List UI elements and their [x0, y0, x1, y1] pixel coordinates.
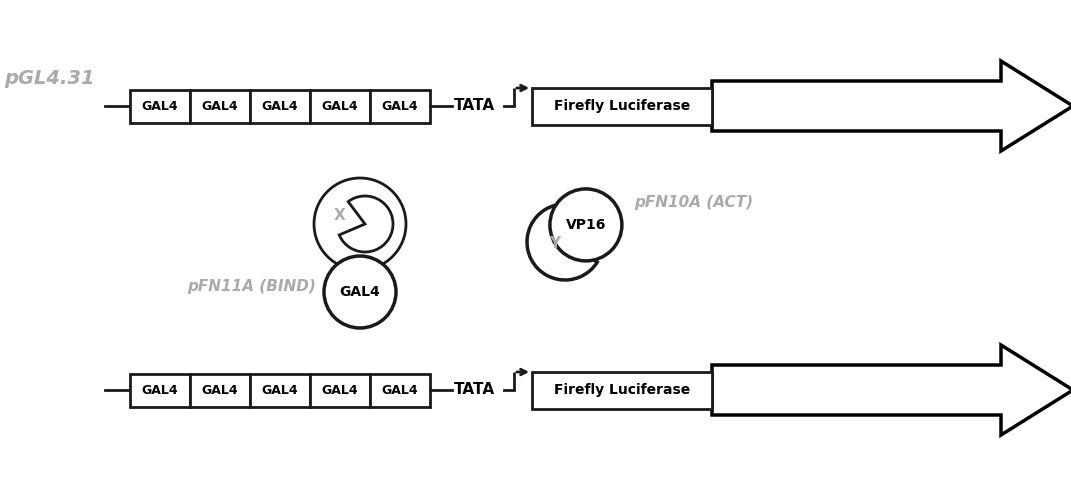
- FancyBboxPatch shape: [250, 90, 310, 122]
- Polygon shape: [712, 345, 1071, 435]
- Circle shape: [549, 189, 622, 261]
- Text: GAL4: GAL4: [141, 100, 178, 112]
- FancyBboxPatch shape: [369, 90, 429, 122]
- Text: VP16: VP16: [565, 218, 606, 232]
- FancyBboxPatch shape: [532, 372, 712, 408]
- FancyBboxPatch shape: [130, 374, 190, 407]
- Text: Firefly Luciferase: Firefly Luciferase: [554, 383, 690, 397]
- FancyBboxPatch shape: [369, 374, 429, 407]
- Text: GAL4: GAL4: [321, 100, 359, 112]
- Text: GAL4: GAL4: [141, 383, 178, 396]
- Text: GAL4: GAL4: [261, 100, 299, 112]
- Text: pFN11A (BIND): pFN11A (BIND): [187, 279, 316, 294]
- Polygon shape: [712, 61, 1071, 151]
- FancyBboxPatch shape: [130, 90, 190, 122]
- FancyBboxPatch shape: [310, 374, 369, 407]
- Text: X: X: [334, 209, 346, 224]
- Text: pFN10A (ACT): pFN10A (ACT): [634, 196, 753, 211]
- FancyBboxPatch shape: [190, 90, 250, 122]
- FancyBboxPatch shape: [310, 90, 369, 122]
- Circle shape: [325, 256, 396, 328]
- Text: GAL4: GAL4: [381, 100, 419, 112]
- Text: pGL4.31: pGL4.31: [4, 69, 94, 88]
- Text: Firefly Luciferase: Firefly Luciferase: [554, 99, 690, 113]
- Text: GAL4: GAL4: [201, 100, 239, 112]
- Text: GAL4: GAL4: [381, 383, 419, 396]
- Wedge shape: [340, 196, 393, 252]
- Text: Y: Y: [549, 237, 560, 252]
- Wedge shape: [527, 204, 598, 280]
- Text: GAL4: GAL4: [261, 383, 299, 396]
- FancyBboxPatch shape: [250, 374, 310, 407]
- Text: GAL4: GAL4: [201, 383, 239, 396]
- Ellipse shape: [314, 178, 406, 270]
- Text: GAL4: GAL4: [321, 383, 359, 396]
- FancyBboxPatch shape: [532, 88, 712, 124]
- Text: GAL4: GAL4: [340, 285, 380, 299]
- Text: TATA: TATA: [454, 99, 495, 114]
- FancyBboxPatch shape: [190, 374, 250, 407]
- Text: TATA: TATA: [454, 382, 495, 397]
